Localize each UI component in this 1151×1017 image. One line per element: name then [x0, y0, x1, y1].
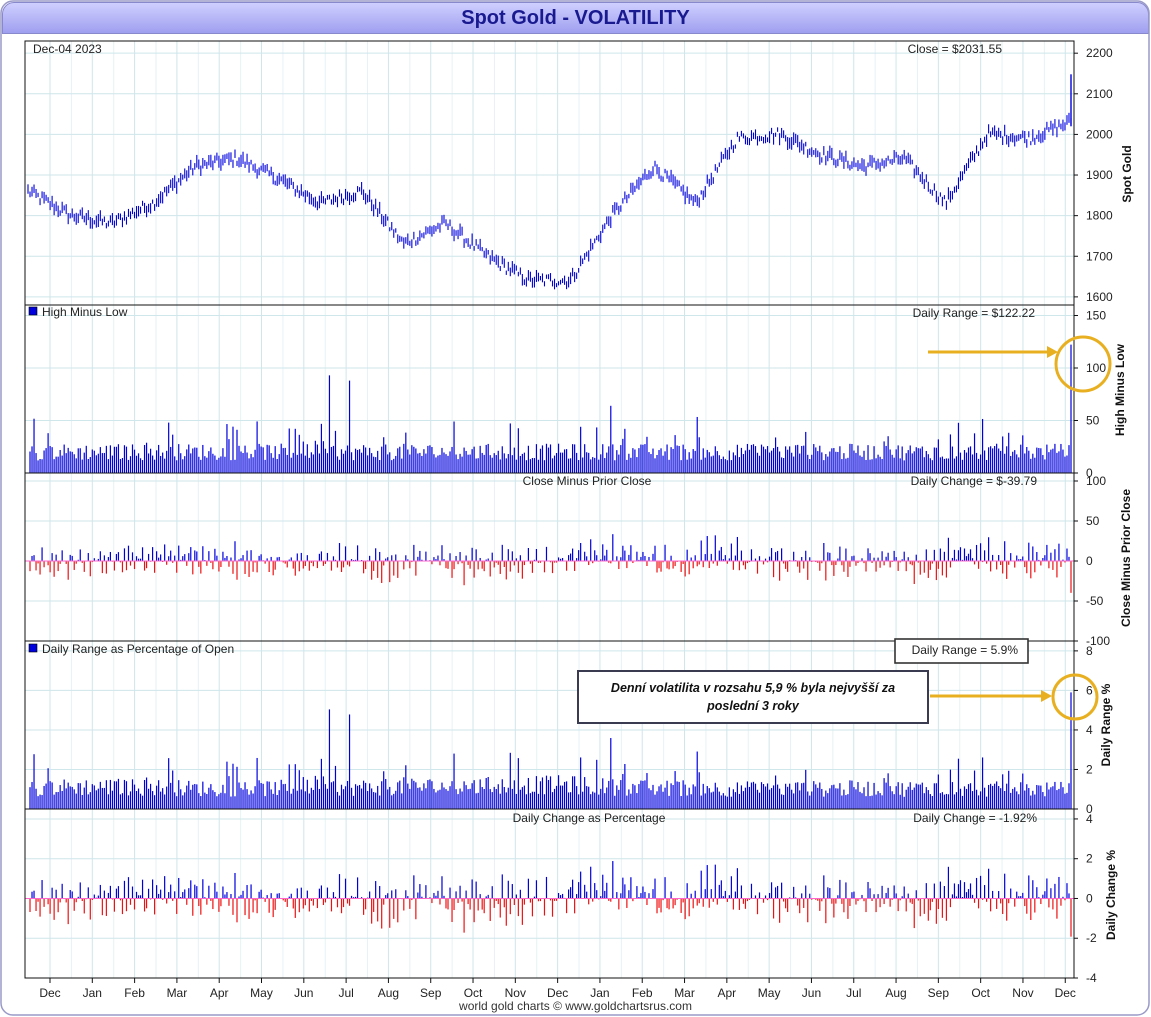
- y-tick-label: 8: [1086, 644, 1093, 658]
- y-tick-labels: 2200210020001900180017001600150100500100…: [1074, 46, 1113, 985]
- x-month-label: Jun: [802, 986, 821, 1000]
- x-month-label: Apr: [210, 986, 229, 1000]
- x-month-label: Dec: [39, 986, 60, 1000]
- x-month-label: Oct: [971, 986, 990, 1000]
- x-month-label: May: [250, 986, 273, 1000]
- x-month-label: Jul: [846, 986, 861, 1000]
- y-tick-label: 2200: [1086, 46, 1113, 60]
- y-tick-label: 2: [1086, 762, 1093, 776]
- daily-change-dollar-label: Daily Change = $-39.79: [911, 474, 1038, 488]
- x-month-label: Feb: [632, 986, 653, 1000]
- y-tick-label: 1700: [1086, 249, 1113, 263]
- ylabel-spot-gold: Spot Gold: [1120, 145, 1134, 202]
- legend-range-pct: Daily Range as Percentage of Open: [42, 642, 234, 656]
- y-tick-label: 50: [1086, 414, 1100, 428]
- y-tick-label: -50: [1086, 594, 1104, 608]
- y-tick-label: 50: [1086, 514, 1100, 528]
- y-tick-label: 2100: [1086, 87, 1113, 101]
- x-month-label: Jul: [338, 986, 353, 1000]
- y-tick-label: 6: [1086, 683, 1093, 697]
- highlight-arrowhead-range: [1047, 346, 1058, 358]
- x-month-label: Jan: [83, 986, 102, 1000]
- x-month-label: Jun: [294, 986, 313, 1000]
- grid-lines: [25, 41, 1074, 978]
- legend-swatch-range-pct: [28, 643, 38, 653]
- x-month-labels: Dec Jan Feb Mar Apr May Jun Jul Aug Sep Oct Nov Dec J…: [39, 978, 1076, 1000]
- y-tick-label: -2: [1086, 931, 1097, 945]
- annotation-note: Denní volatilita v rozsahu 5,9 % byla ne…: [577, 670, 929, 724]
- x-month-label: May: [758, 986, 781, 1000]
- x-month-label: Jan: [590, 986, 609, 1000]
- y-tick-label: 0: [1086, 891, 1093, 905]
- ylabel-daily-change-pct: Daily Change %: [1104, 850, 1118, 940]
- x-month-label: Oct: [464, 986, 483, 1000]
- y-tick-label: 0: [1086, 802, 1093, 816]
- x-month-label: Apr: [717, 986, 736, 1000]
- x-month-label: Mar: [167, 986, 188, 1000]
- date-label: Dec-04 2023: [33, 42, 102, 56]
- y-tick-label: -100: [1086, 634, 1110, 648]
- y-tick-label: 150: [1086, 309, 1106, 323]
- highlight-circle-range: [1054, 335, 1112, 393]
- y-tick-label: 4: [1086, 812, 1093, 826]
- y-tick-label: 0: [1086, 554, 1093, 568]
- y-tick-label: 0: [1086, 466, 1093, 480]
- x-month-label: Mar: [674, 986, 695, 1000]
- panel-frames: [24, 40, 1075, 979]
- close-value-label: Close = $2031.55: [908, 42, 1003, 56]
- legend-high-minus-low: High Minus Low: [42, 305, 128, 319]
- footer-credit: world gold charts © www.goldchartsrus.co…: [459, 999, 692, 1013]
- y-tick-label: 100: [1086, 361, 1106, 375]
- daily-change-pct-label: Daily Change = -1.92%: [913, 811, 1037, 825]
- y-tick-label: 1600: [1086, 290, 1113, 304]
- x-month-label: Sep: [420, 986, 442, 1000]
- x-month-label: Sep: [928, 986, 950, 1000]
- legend-change-pct: Daily Change as Percentage: [513, 811, 666, 825]
- y-tick-label: 2: [1086, 852, 1093, 866]
- x-month-label: Nov: [1012, 986, 1033, 1000]
- x-month-label: Dec: [1055, 986, 1076, 1000]
- ylabel-high-minus-low: High Minus Low: [1113, 343, 1127, 436]
- data-marks: [25, 74, 1074, 937]
- ylabel-daily-range-pct: Daily Range %: [1099, 683, 1113, 766]
- y-tick-label: 1900: [1086, 168, 1113, 182]
- legend-swatch-range: [28, 306, 38, 316]
- daily-range-pct-label: Daily Range = 5.9%: [912, 643, 1019, 657]
- y-tick-label: 4: [1086, 723, 1093, 737]
- y-tick-label: -4: [1086, 971, 1097, 985]
- panel-frame: [24, 808, 1075, 979]
- chart-title: Spot Gold - VOLATILITY: [2, 2, 1149, 34]
- highlight-arrowhead-pct: [1041, 690, 1052, 702]
- x-month-label: Aug: [378, 986, 399, 1000]
- ylabel-close-minus-prior: Close Minus Prior Close: [1119, 489, 1133, 627]
- x-month-label: Nov: [505, 986, 526, 1000]
- y-tick-label: 1800: [1086, 209, 1113, 223]
- daily-range-dollar-label: Daily Range = $122.22: [913, 306, 1036, 320]
- x-month-label: Dec: [547, 986, 568, 1000]
- y-tick-label: 100: [1086, 474, 1106, 488]
- daily-range-pct-box: [894, 638, 1029, 664]
- x-month-label: Feb: [124, 986, 145, 1000]
- x-month-label: Aug: [885, 986, 906, 1000]
- legend-close-minus-prior: Close Minus Prior Close: [523, 474, 652, 488]
- y-tick-label: 2000: [1086, 127, 1113, 141]
- highlight-circle-pct: [1051, 673, 1099, 721]
